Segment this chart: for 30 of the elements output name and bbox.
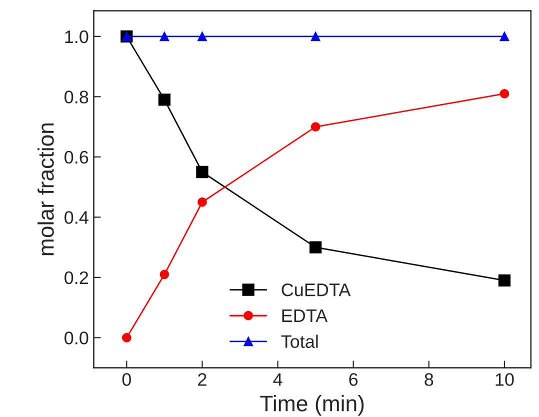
point xyxy=(498,274,511,287)
legend-label: CuEDTA xyxy=(282,283,351,296)
y-tick-label: 1.0 xyxy=(65,30,88,44)
x-tick-label: 6 xyxy=(349,373,358,386)
point xyxy=(198,32,207,42)
point xyxy=(309,241,322,254)
point xyxy=(122,332,132,342)
point xyxy=(158,94,171,106)
x-tick-label: 8 xyxy=(424,373,434,386)
y-tick-label: 0.4 xyxy=(64,211,88,224)
legend-label: EDTA xyxy=(282,310,328,322)
point xyxy=(310,122,320,132)
y-tick-label: 0.6 xyxy=(64,150,88,164)
y-tick-label: 0.0 xyxy=(64,332,88,344)
point xyxy=(198,197,207,207)
x-tick-label: 10 xyxy=(496,373,514,386)
legend-label: Total xyxy=(281,334,318,348)
x-tick-label: 4 xyxy=(273,373,282,386)
y-tick-label: 0.8 xyxy=(64,90,88,104)
point xyxy=(196,166,208,178)
x-tick-label: 2 xyxy=(198,373,206,386)
point xyxy=(500,88,510,98)
point xyxy=(310,32,320,42)
point xyxy=(160,270,170,280)
x-tick-label: 0 xyxy=(122,373,131,386)
point xyxy=(160,32,170,42)
y-axis-title: molar fraction xyxy=(38,123,54,256)
y-tick-label: 0.2 xyxy=(64,271,88,284)
x-axis-title: Time (min) xyxy=(260,395,364,416)
point xyxy=(500,32,510,42)
